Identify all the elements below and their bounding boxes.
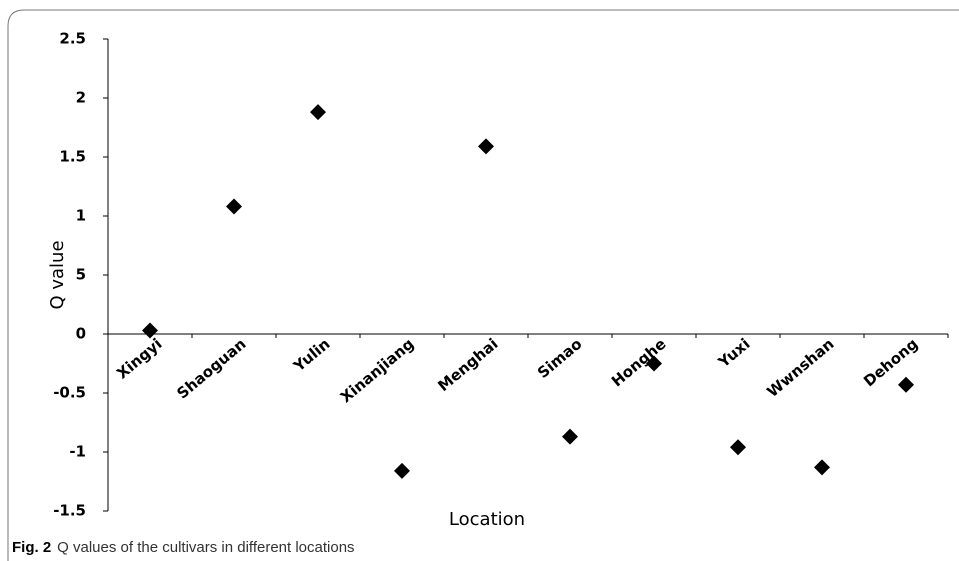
marker — [814, 459, 830, 476]
x-tick-label: Simao — [534, 335, 585, 382]
y-tick-label: 2.5 — [59, 30, 86, 48]
y-tick-label: 1.5 — [59, 148, 86, 166]
x-axis-title: Location — [449, 509, 525, 530]
frame — [7, 9, 959, 561]
x-tick-label: Xinanjiang — [337, 335, 418, 407]
x-tick-label: Menghai — [434, 335, 501, 395]
x-tick-label: Shaoguan — [173, 335, 249, 403]
marker — [394, 462, 410, 479]
y-tick-label: 5 — [76, 266, 86, 284]
x-tick-label: Yulin — [289, 335, 333, 376]
marker — [730, 439, 746, 456]
caption: Fig. 2 Q values of the cultivars in diffe… — [12, 539, 355, 556]
y-tick-label: 0 — [76, 325, 86, 343]
y-tick-label: -0.5 — [53, 384, 86, 402]
y-tick-label: -1 — [69, 443, 86, 461]
x-tick-label: Yuxi — [714, 335, 753, 372]
y-tick-label: -1.5 — [53, 502, 86, 520]
figure-label: Fig. 2 — [12, 539, 51, 556]
marker — [226, 198, 242, 215]
marker — [478, 138, 494, 155]
marker — [142, 322, 158, 339]
marker — [898, 376, 914, 393]
x-tick-label: Wwnshan — [763, 335, 837, 401]
x-tick-label: Dehong — [860, 335, 921, 391]
y-axis-title: Q value — [47, 240, 68, 309]
marker — [646, 355, 662, 372]
caption-text: Q values of the cultivars in different l… — [57, 539, 354, 556]
x-tick-label: Xingyi — [113, 335, 165, 383]
y-tick-label: 2 — [76, 89, 86, 107]
marker — [310, 104, 326, 121]
marker — [562, 428, 578, 445]
y-tick-label: 1 — [76, 207, 86, 225]
